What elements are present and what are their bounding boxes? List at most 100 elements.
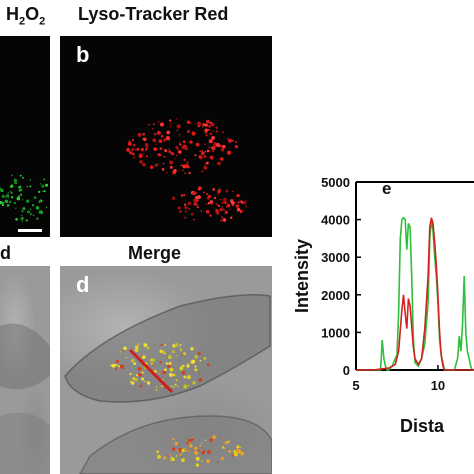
fluorescence-dot bbox=[168, 150, 172, 154]
fluorescence-dot bbox=[245, 205, 248, 208]
fluorescence-dot bbox=[162, 162, 165, 165]
fluorescence-dot bbox=[4, 199, 9, 203]
fluorescence-dot bbox=[217, 161, 221, 166]
fluorescence-dot bbox=[198, 155, 202, 159]
fluorescence-dot bbox=[139, 160, 143, 164]
fluorescence-dot bbox=[137, 132, 142, 137]
fluorescence-dot bbox=[2, 201, 5, 204]
fluorescence-dot bbox=[168, 454, 171, 456]
fluorescence-dot bbox=[228, 449, 232, 453]
fluorescence-dot bbox=[205, 134, 208, 137]
fluorescence-dot bbox=[145, 145, 149, 149]
fluorescence-dot bbox=[203, 356, 207, 360]
fluorescence-dot bbox=[152, 138, 157, 143]
fluorescence-dot bbox=[200, 442, 203, 444]
fluorescence-dot bbox=[9, 186, 11, 188]
fluorescence-dot bbox=[187, 384, 190, 386]
intensity-profile-chart: 0 1000 2000 3000 4000 5000 5 10 e Intensity Dista bbox=[292, 175, 474, 436]
fluorescence-dot bbox=[231, 454, 234, 457]
fluorescence-dot bbox=[164, 368, 167, 372]
fluorescence-dot bbox=[149, 358, 153, 362]
fluorescence-dot bbox=[184, 172, 187, 175]
fluorescence-dot bbox=[145, 155, 148, 158]
fluorescence-dot bbox=[210, 202, 213, 205]
bright-field-cells bbox=[0, 323, 50, 474]
fluorescence-dot bbox=[220, 219, 224, 223]
fluorescence-dot bbox=[169, 459, 172, 461]
fluorescence-dot bbox=[25, 219, 28, 222]
fluorescence-dot bbox=[115, 359, 119, 364]
fluorescence-dot bbox=[43, 178, 46, 181]
fluorescence-dot bbox=[10, 184, 14, 188]
fluorescence-dot bbox=[227, 138, 233, 143]
fluorescence-dot bbox=[219, 198, 222, 201]
fluorescence-dot bbox=[202, 191, 205, 194]
fluorescence-dot bbox=[38, 190, 41, 194]
fluorescence-dot bbox=[159, 147, 163, 150]
fluorescence-dot bbox=[206, 149, 210, 153]
fluorescence-dot bbox=[199, 359, 202, 362]
fluorescence-dot bbox=[194, 122, 196, 125]
fluorescence-dot bbox=[189, 444, 193, 448]
fluorescence-dot bbox=[202, 123, 206, 127]
fluorescence-dot bbox=[166, 130, 171, 135]
fluorescence-dot bbox=[224, 201, 227, 205]
fluorescence-dot bbox=[134, 348, 139, 352]
fluorescence-dot bbox=[152, 127, 154, 130]
fluorescence-dot bbox=[196, 195, 201, 200]
fluorescence-dot bbox=[140, 147, 145, 152]
fluorescence-dot bbox=[168, 361, 172, 366]
fluorescence-dot bbox=[21, 210, 24, 213]
fluorescence-dot bbox=[196, 206, 199, 209]
fluorescence-dot bbox=[15, 217, 18, 221]
fluorescence-dot bbox=[6, 194, 10, 198]
fluorescence-dot bbox=[174, 441, 179, 446]
fluorescence-dot bbox=[129, 372, 132, 376]
fluorescence-dot bbox=[169, 119, 172, 122]
fluorescence-dot bbox=[181, 458, 185, 463]
fluorescence-dot bbox=[206, 459, 211, 464]
fluorescence-dot bbox=[29, 185, 32, 188]
fluorescence-dot bbox=[188, 208, 190, 210]
fluorescence-dot bbox=[150, 362, 154, 365]
fluorescence-dot bbox=[172, 447, 176, 451]
fluorescence-dot bbox=[201, 460, 203, 462]
fluorescence-dot bbox=[208, 146, 210, 148]
fluorescence-dot bbox=[193, 191, 197, 195]
fluorescence-dot bbox=[229, 208, 232, 211]
fluorescence-dot bbox=[118, 365, 120, 368]
fluorescence-dot bbox=[158, 373, 161, 375]
fluorescence-dot bbox=[194, 154, 197, 157]
fluorescence-dot bbox=[235, 204, 240, 208]
fluorescence-dot bbox=[41, 184, 45, 188]
fluorescence-dot bbox=[196, 199, 199, 202]
fluorescence-dot bbox=[0, 187, 2, 191]
fluorescence-dot bbox=[129, 380, 133, 383]
fluorescence-dot bbox=[226, 203, 231, 208]
fluorescence-dot bbox=[188, 438, 192, 443]
fluorescence-dot bbox=[171, 457, 176, 462]
fluorescence-dot bbox=[236, 448, 240, 452]
x-axis-label: Dista bbox=[400, 416, 445, 436]
fluorescence-dot bbox=[29, 179, 32, 181]
fluorescence-dot bbox=[167, 355, 172, 360]
fluorescence-dot bbox=[169, 160, 174, 165]
fluorescence-dot bbox=[183, 375, 187, 379]
fluorescence-dot bbox=[175, 145, 179, 150]
fluorescence-dot bbox=[0, 200, 2, 205]
fluorescence-dot bbox=[169, 125, 172, 128]
fluorescence-dot bbox=[209, 155, 214, 160]
scale-bar bbox=[18, 229, 42, 232]
fluorescence-dot bbox=[194, 365, 197, 368]
fluorescence-dot bbox=[143, 343, 148, 348]
y-tick-label: 5000 bbox=[321, 175, 350, 190]
y-tick-label: 1000 bbox=[321, 325, 350, 340]
panel-d-merge-image: d bbox=[60, 266, 272, 474]
panel-e-intensity-chart: 0 1000 2000 3000 4000 5000 5 10 e Intensity Dista bbox=[278, 160, 474, 474]
fluorescence-dot bbox=[173, 386, 176, 388]
fluorescence-dot bbox=[219, 207, 224, 212]
h2o2-sub2: 2 bbox=[39, 15, 46, 28]
fluorescence-dot bbox=[211, 150, 215, 153]
fluorescence-dot bbox=[33, 196, 37, 200]
fluorescence-dot bbox=[144, 143, 149, 147]
